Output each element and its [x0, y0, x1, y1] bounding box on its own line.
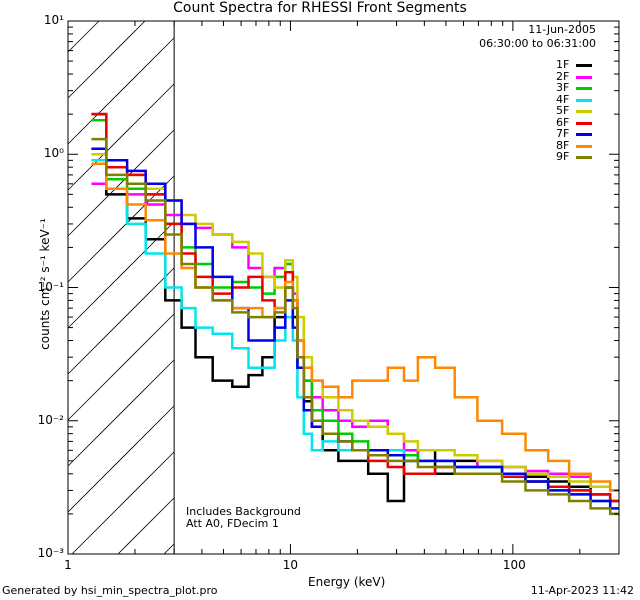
legend-label: 1F — [556, 58, 570, 71]
legend-item: 3F — [556, 81, 632, 95]
legend-item: 4F — [556, 93, 632, 107]
legend-label: 4F — [556, 92, 570, 106]
series-line-8F — [91, 162, 619, 492]
legend-label: 2F — [556, 69, 570, 83]
legend-swatch — [576, 75, 592, 79]
legend-label: 6F — [556, 115, 570, 129]
y-tick-label: 10¹ — [43, 13, 64, 27]
legend-swatch — [576, 156, 592, 159]
timestamp-label: 11-Apr-2023 11:42 — [530, 584, 634, 597]
series-line-9F — [91, 137, 619, 516]
generated-by-label: Generated by hsi_min_spectra_plot.pro — [2, 584, 218, 597]
legend-item: 7F — [556, 127, 632, 141]
legend-item: 9F — [556, 150, 632, 164]
y-tick-label: 10⁰ — [43, 146, 64, 161]
legend-swatch — [576, 64, 592, 67]
y-tick-label: 10⁻¹ — [37, 279, 64, 294]
x-tick-label: 10 — [282, 558, 299, 572]
y-tick-label: 10⁻³ — [37, 546, 64, 560]
x-axis-label: Energy (keV) — [308, 575, 386, 589]
legend-label: 8F — [556, 138, 570, 152]
series-line-2F — [91, 182, 619, 492]
series-line-6F — [91, 112, 619, 503]
series-line-5F — [91, 153, 619, 492]
legend-swatch — [576, 121, 592, 125]
chart-title: Count Spectra for RHESSI Front Segments — [173, 0, 467, 16]
legend-label: 3F — [556, 81, 570, 94]
excluded-energy-hatch — [67, 20, 175, 555]
legend-swatch — [576, 98, 592, 102]
legend-item: 8F — [556, 139, 632, 153]
y-tick-label: 10⁻² — [37, 412, 64, 427]
legend-item: 6F — [556, 116, 632, 130]
legend-label: 5F — [556, 104, 570, 117]
legend-label: 7F — [556, 127, 570, 140]
legend-label: 9F — [556, 150, 570, 163]
legend-swatch — [576, 144, 592, 148]
legend-item: 1F — [556, 58, 632, 72]
legend-swatch — [576, 87, 592, 90]
series-line-7F — [91, 147, 619, 510]
attenuator-note: Att A0, FDecim 1 — [186, 517, 279, 530]
legend-swatch — [576, 110, 592, 113]
legend-swatch — [576, 133, 592, 136]
series-line-1F — [91, 112, 619, 503]
x-tick-label: 100 — [502, 558, 526, 572]
observation-time-range: 06:30:00 to 06:31:00 — [479, 37, 596, 50]
series-line-3F — [91, 118, 619, 503]
observation-date: 11-Jun-2005 — [528, 23, 596, 36]
background-note: Includes Background — [186, 505, 301, 518]
axis-ticks — [67, 21, 620, 555]
legend-item: 5F — [556, 104, 632, 118]
x-tick-label: 1 — [64, 558, 72, 572]
legend-item: 2F — [556, 70, 632, 84]
